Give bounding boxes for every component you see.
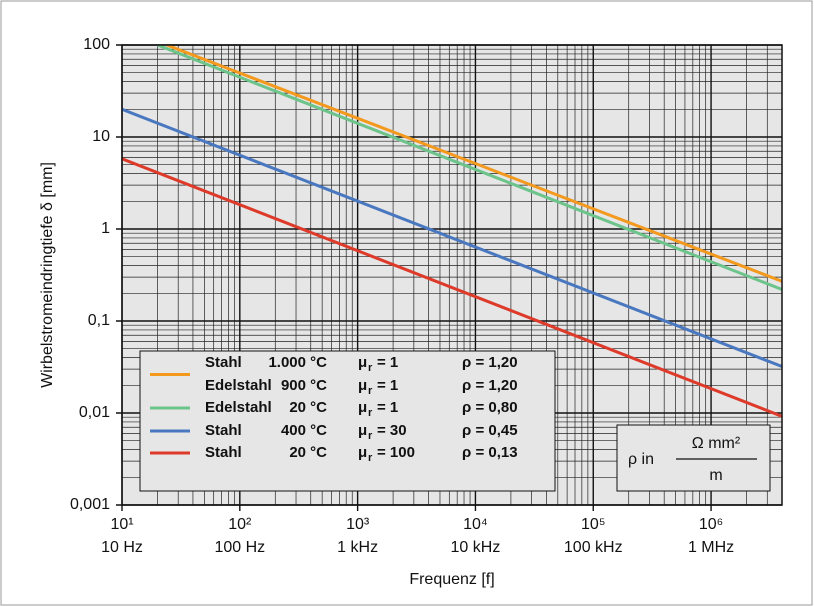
legend-mu-sub: r (368, 362, 373, 374)
legend-mu-value: = 30 (377, 422, 407, 439)
legend-mu-value: = 100 (377, 444, 415, 461)
legend-box (139, 350, 556, 492)
legend-material: Stahl (205, 422, 242, 439)
unit-note-denominator: m (709, 467, 722, 484)
legend-mu-value: = 1 (377, 377, 398, 394)
series-line (166, 45, 782, 283)
x-tick-label: 10¹ (110, 516, 133, 533)
legend-rho: ρ = 0,45 (462, 422, 518, 439)
unit-note-numerator: Ω mm² (692, 435, 741, 452)
x-tick-label: 10⁶ (699, 516, 723, 533)
legend-temp: 20 °C (289, 399, 327, 416)
y-tick-label: 0,01 (79, 404, 110, 421)
legend-mu-sub: r (368, 430, 373, 442)
legend-material: Stahl (205, 354, 242, 371)
legend-mu-sub: r (368, 385, 373, 397)
legend-mu: μ (358, 422, 367, 439)
y-tick-label: 0,001 (70, 496, 110, 513)
x-unit-label: 10 kHz (451, 539, 501, 556)
x-tick-label: 10⁴ (463, 516, 488, 533)
y-axis-label: Wirbelstromeindringtiefe δ [mm] (39, 162, 56, 388)
y-tick-label: 10 (92, 128, 110, 145)
legend-temp: 1.000 °C (268, 354, 327, 371)
legend-mu-sub: r (368, 452, 373, 464)
legend-material: Edelstahl (205, 377, 272, 394)
legend-material: Edelstahl (205, 399, 272, 416)
unit-note-box (616, 424, 771, 492)
legend-rho: ρ = 1,20 (462, 377, 518, 394)
legend-mu-value: = 1 (377, 399, 398, 416)
x-unit-label: 1 kHz (337, 539, 378, 556)
legend-mu: μ (358, 444, 367, 461)
legend-mu: μ (358, 354, 367, 371)
series-line (156, 45, 782, 291)
x-unit-label: 10 Hz (101, 539, 143, 556)
y-tick-label: 0,1 (88, 312, 110, 329)
x-tick-label: 10² (228, 516, 252, 533)
legend-mu: μ (358, 377, 367, 394)
legend-temp: 400 °C (281, 422, 327, 439)
y-tick-label: 1 (101, 220, 110, 237)
x-tick-label: 10⁵ (581, 516, 605, 533)
x-tick-label: 10³ (346, 516, 370, 533)
series-line (122, 157, 782, 418)
x-unit-label: 100 Hz (214, 539, 265, 556)
legend-temp: 900 °C (281, 377, 327, 394)
legend-material: Stahl (205, 444, 242, 461)
y-tick-label: 100 (83, 36, 110, 53)
plot-border (121, 44, 783, 506)
legend-rho: ρ = 1,20 (462, 354, 518, 371)
legend-temp: 20 °C (289, 444, 327, 461)
x-unit-label: 100 kHz (564, 539, 623, 556)
legend-mu-value: = 1 (377, 354, 398, 371)
legend-rho: ρ = 0,80 (462, 399, 518, 416)
legend-mu: μ (358, 399, 367, 416)
legend-rho: ρ = 0,13 (462, 444, 518, 461)
x-axis-label: Frequenz [f] (409, 571, 494, 588)
unit-note-prefix: ρ in (628, 451, 654, 468)
legend-mu-sub: r (368, 407, 373, 419)
series-line (122, 107, 782, 368)
x-unit-label: 1 MHz (688, 539, 734, 556)
